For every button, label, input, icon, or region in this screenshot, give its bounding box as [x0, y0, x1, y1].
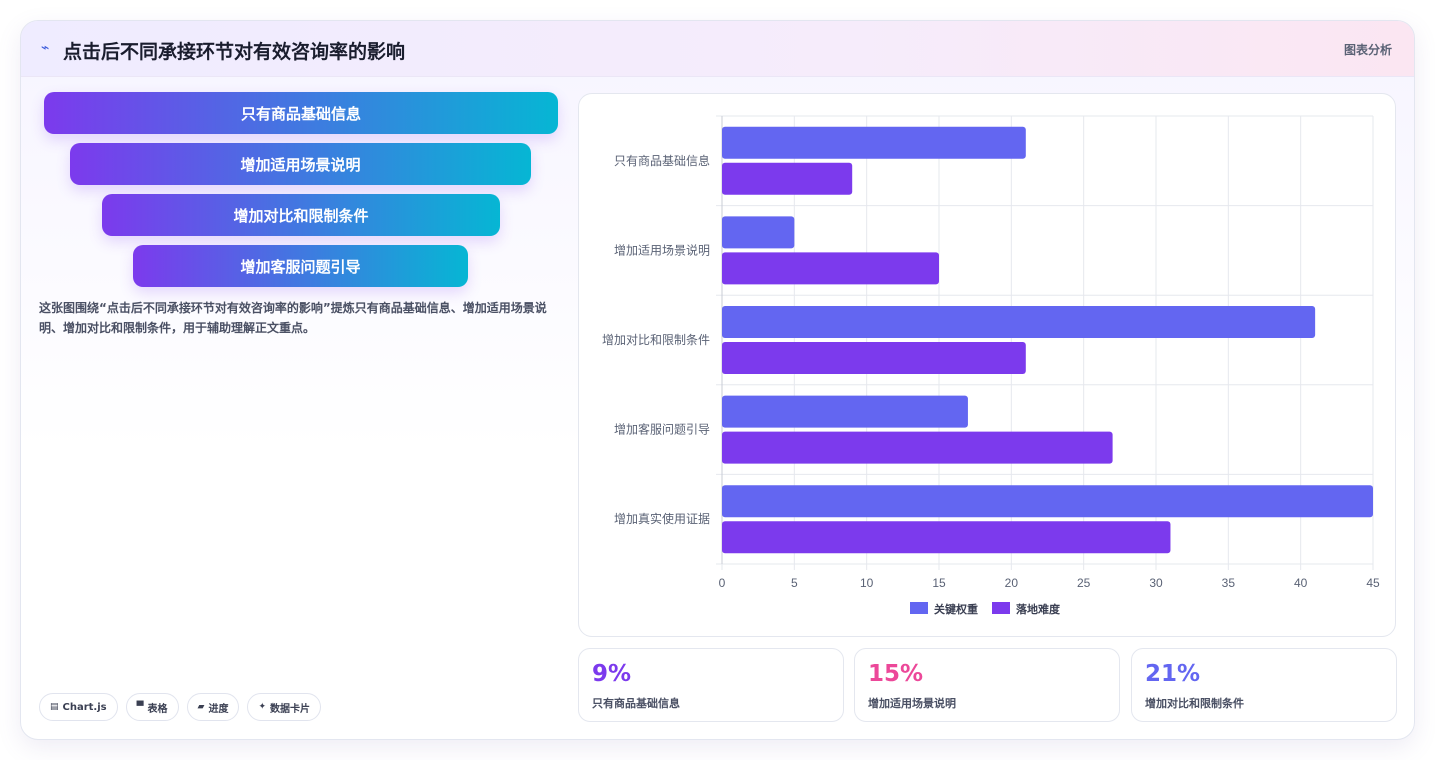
- x-tick-label: 25: [1077, 576, 1091, 590]
- funnel-step-3: 增加对比和限制条件: [102, 194, 500, 236]
- sparkle-icon: ✦: [258, 702, 267, 712]
- tool-chips: ▤ Chart.js ▀ 表格 ▰ 进度 ✦ 数据卡片: [39, 693, 322, 721]
- x-tick-label: 0: [719, 576, 726, 590]
- bar-key-weight: [722, 216, 795, 249]
- y-category-label: 增加真实使用证据: [614, 511, 710, 526]
- chart-analysis-label: 图表分析: [1343, 43, 1392, 57]
- stat-card-1: 9% 只有商品基础信息: [578, 648, 844, 722]
- stat-card-2: 15% 增加适用场景说明: [854, 648, 1120, 722]
- bar-difficulty: [722, 431, 1113, 464]
- stat-value: 21%: [1145, 661, 1201, 687]
- progress-icon: ▰: [197, 702, 205, 712]
- bar-chart-panel: 0 5 10 15 20 25 30 35 40 45 只有商品基础信息 增加适用场景说明增加对比和限…: [578, 93, 1396, 637]
- table-icon: ▀: [136, 702, 144, 712]
- funnel-step-2: 增加适用场景说明: [70, 143, 531, 185]
- x-tick-label: 35: [1222, 576, 1236, 590]
- bar-difficulty: [722, 162, 853, 195]
- bar-chart: 0 5 10 15 20 25 30 35 40 45 只有商品基础信息增加适用场景说明增加对比和限…: [602, 115, 1380, 616]
- chip-data-card[interactable]: ✦ 数据卡片: [247, 693, 322, 721]
- y-category-label: 增加对比和限制条件: [602, 333, 710, 347]
- stat-label: 增加适用场景说明: [868, 697, 956, 710]
- x-tick-label: 5: [791, 576, 798, 590]
- bar-key-weight: [722, 485, 1373, 518]
- legend-label: 落地难度: [1016, 602, 1061, 616]
- chip-label: 数据卡片: [270, 703, 311, 715]
- y-category-label: 增加适用场景说明: [614, 242, 710, 257]
- x-tick-label: 30: [1149, 576, 1163, 590]
- stat-label: 增加对比和限制条件: [1145, 697, 1244, 710]
- funnel-step-4: 增加客服问题引导: [133, 245, 468, 287]
- bar-key-weight: [722, 306, 1316, 338]
- chart-description: 这张图围绕“点击后不同承接环节对有效咨询率的影响”提炼只有商品基础信息、增加适用…: [39, 301, 547, 335]
- bar-difficulty: [722, 342, 1026, 374]
- legend-swatch: [910, 602, 928, 614]
- bar-difficulty: [722, 521, 1171, 554]
- x-tick-label: 15: [932, 576, 946, 590]
- chip-label: 进度: [208, 703, 229, 715]
- page-title: 点击后不同承接环节对有效咨询率的影响: [63, 41, 406, 63]
- stat-value: 15%: [868, 661, 924, 687]
- stat-card-3: 21% 增加对比和限制条件: [1131, 648, 1397, 722]
- line-chart-icon: ⌁: [41, 40, 50, 56]
- x-tick-label: 40: [1294, 576, 1308, 590]
- chip-progress[interactable]: ▰ 进度: [186, 693, 240, 721]
- chip-table[interactable]: ▀ 表格: [125, 693, 179, 721]
- legend-swatch: [992, 602, 1010, 614]
- chip-label: Chart.js: [62, 701, 107, 713]
- card-header: ⌁ 点击后不同承接环节对有效咨询率的影响 图表分析: [21, 21, 1414, 77]
- stat-value: 9%: [592, 661, 632, 687]
- chart-card: ⌁ 点击后不同承接环节对有效咨询率的影响 图表分析 只有商品基础信息 增加适用场…: [20, 20, 1415, 740]
- y-category-label: 只有商品基础信息: [614, 153, 710, 168]
- x-tick-label: 45: [1366, 576, 1380, 590]
- chart-icon: ▤: [50, 702, 59, 712]
- x-tick-label: 20: [1005, 576, 1019, 590]
- x-tick-label: 10: [860, 576, 874, 590]
- bar-difficulty: [722, 252, 939, 285]
- chip-label: 表格: [147, 703, 168, 715]
- funnel-step-1: 只有商品基础信息: [44, 92, 558, 134]
- bar-key-weight: [722, 126, 1026, 159]
- stat-label: 只有商品基础信息: [592, 697, 680, 710]
- y-category-label: 增加客服问题引导: [614, 422, 710, 437]
- legend-label: 关键权重: [934, 602, 978, 616]
- bar-key-weight: [722, 395, 968, 428]
- chip-chartjs[interactable]: ▤ Chart.js: [39, 693, 118, 721]
